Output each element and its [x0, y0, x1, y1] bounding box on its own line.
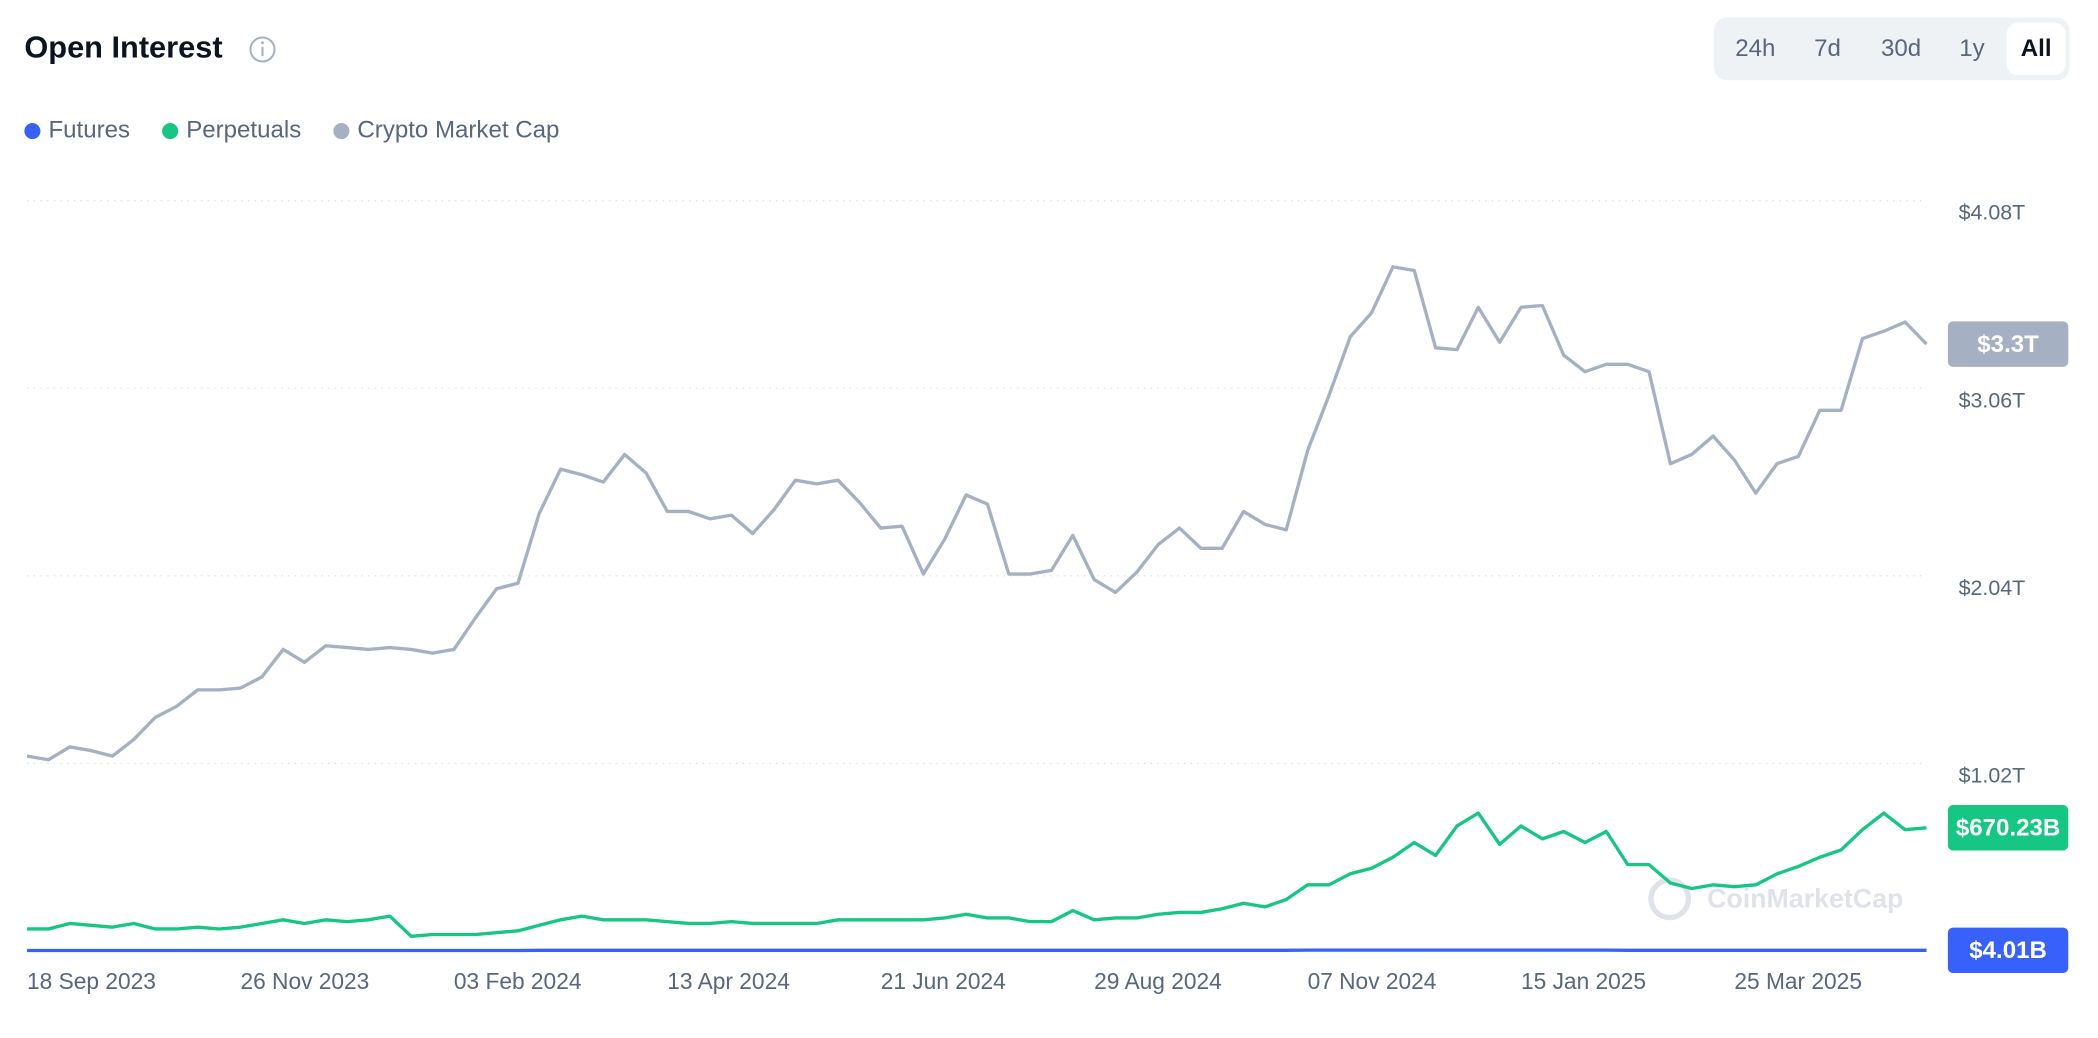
x-tick-label: 13 Apr 2024 — [667, 968, 790, 994]
badge-background — [1947, 321, 2069, 367]
x-tick-label: 25 Mar 2025 — [1734, 968, 1862, 994]
legend-label: Futures — [48, 116, 130, 143]
badge-label: $3.3T — [1977, 331, 2039, 358]
range-button[interactable]: 7d — [1814, 35, 1841, 62]
range-button-selected[interactable] — [2006, 22, 2066, 75]
badge-label: $670.23B — [1956, 814, 2060, 841]
x-tick-label: 18 Sep 2023 — [27, 968, 156, 994]
y-tick-label: $3.06T — [1959, 388, 2026, 412]
y-tick-label: $2.04T — [1959, 576, 2026, 600]
legend-dot — [24, 123, 41, 140]
legend-dot — [333, 123, 350, 140]
chart-title: Open Interest — [24, 30, 222, 65]
x-tick-label: 03 Feb 2024 — [454, 968, 582, 994]
x-tick-label: 07 Nov 2024 — [1308, 968, 1437, 994]
info-icon[interactable] — [249, 36, 276, 63]
x-tick-label: 29 Aug 2024 — [1094, 968, 1222, 994]
range-button[interactable]: 1y — [1959, 35, 1984, 62]
x-tick-label: 15 Jan 2025 — [1521, 968, 1646, 994]
range-button[interactable]: All — [2021, 35, 2052, 62]
series-line — [27, 811, 1927, 939]
legend-label: Perpetuals — [186, 116, 301, 143]
x-tick-label: 21 Jun 2024 — [881, 968, 1006, 994]
watermark-text: CoinMarketCap — [1707, 883, 1903, 913]
legend-label: Crypto Market Cap — [357, 116, 559, 143]
series-line — [26, 265, 1928, 762]
badge-background — [1947, 927, 2069, 974]
x-tick-label: 26 Nov 2023 — [240, 968, 369, 994]
watermark: CoinMarketCap — [1648, 877, 1903, 921]
badge-background — [1947, 805, 2069, 851]
end-value-badge: $3.3T — [1947, 321, 2069, 367]
end-value-badge: $670.23B — [1947, 805, 2069, 851]
range-button[interactable]: 24h — [1735, 35, 1775, 62]
badge-label: $4.01B — [1969, 937, 2047, 964]
range-selector — [1713, 17, 2070, 81]
end-value-badge: $4.01B — [1947, 927, 2069, 974]
y-tick-label: $1.02T — [1959, 763, 2026, 787]
range-button[interactable]: 30d — [1881, 35, 1921, 62]
y-tick-label: $4.08T — [1959, 201, 2026, 225]
legend-dot — [162, 123, 179, 140]
